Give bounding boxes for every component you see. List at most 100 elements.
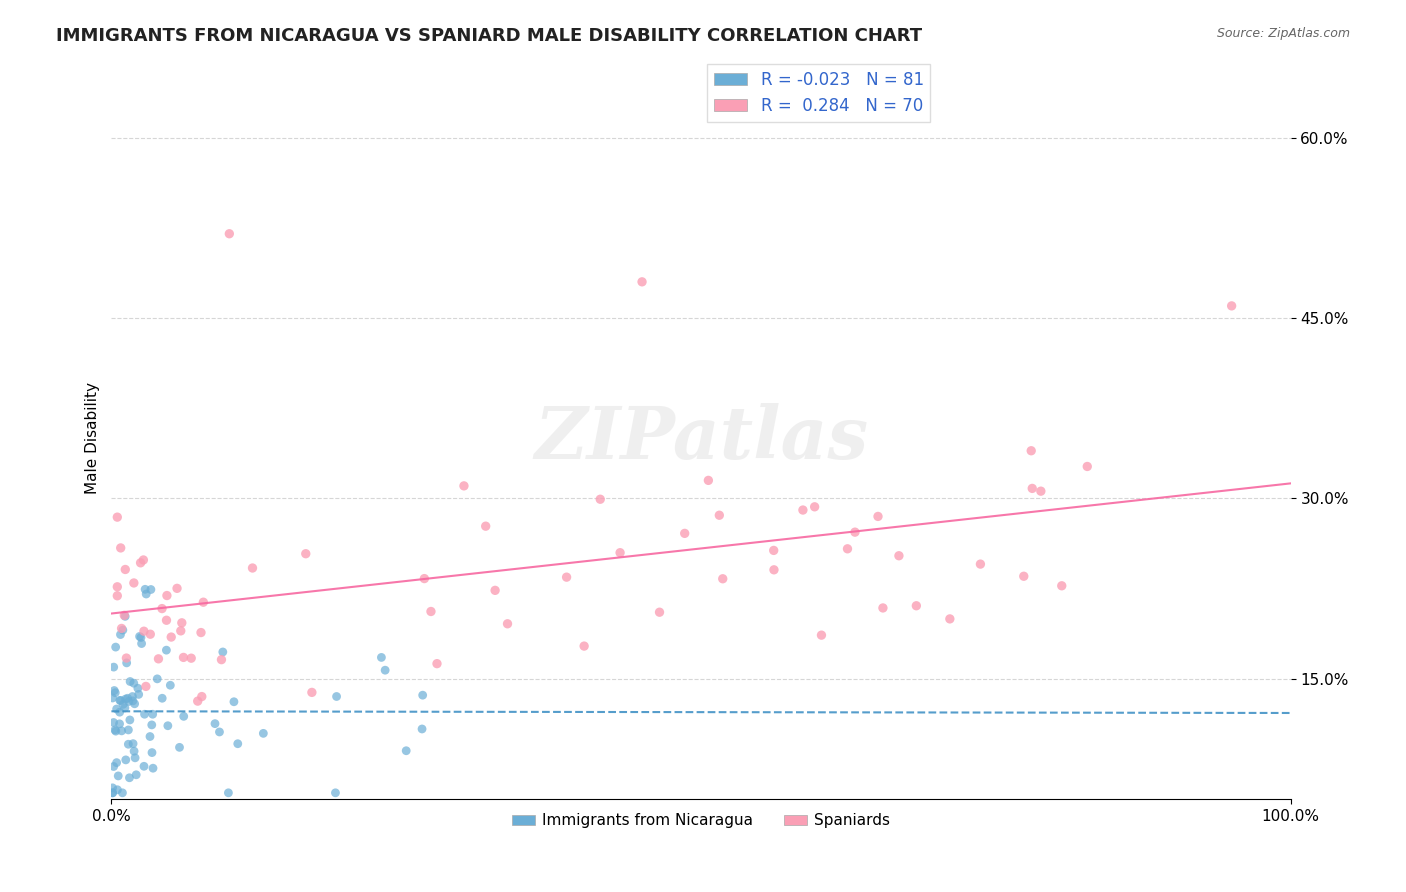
Point [555,570,578,584]
Point [155,643,177,657]
Point [609,546,631,560]
Point [111,723,134,738]
Point [110,627,132,641]
Point [105,756,128,770]
Point [134,582,156,597]
Point [141,746,163,760]
Point [141,718,163,732]
Legend: Immigrants from Nicaragua, Spaniards: Immigrants from Nicaragua, Spaniards [506,807,897,835]
Point [125,768,148,782]
Point [1220,299,1243,313]
Point [110,541,132,555]
Point [129,556,152,570]
Point [762,563,785,577]
Point [166,582,188,596]
Point [1029,484,1052,499]
Point [156,589,179,603]
Point [191,690,214,704]
Point [631,275,654,289]
Point [1050,579,1073,593]
Point [115,656,138,670]
Point [131,636,153,650]
Text: ZIPatlas: ZIPatlas [534,402,868,474]
Point [226,737,249,751]
Point [111,786,134,800]
Point [114,562,136,576]
Point [172,650,194,665]
Point [103,759,125,773]
Point [120,674,142,689]
Point [190,625,212,640]
Point [107,782,129,797]
Point [193,595,215,609]
Point [101,786,124,800]
Point [211,653,233,667]
Point [208,725,231,739]
Point [128,629,150,643]
Point [114,753,136,767]
Point [169,740,191,755]
Point [117,691,139,706]
Point [413,572,436,586]
Point [648,605,671,619]
Point [105,510,128,524]
Point [187,694,209,708]
Point [114,692,136,706]
Point [872,601,894,615]
Point [484,583,506,598]
Point [148,652,170,666]
Point [129,631,152,645]
Point [122,576,145,591]
Point [122,676,145,690]
Point [121,694,143,708]
Point [217,786,239,800]
Point [211,645,233,659]
Point [844,525,866,540]
Point [110,622,132,636]
Point [114,609,136,624]
Point [370,650,392,665]
Point [108,705,131,719]
Point [134,707,156,722]
Point [110,693,132,707]
Point [837,541,859,556]
Point [453,479,475,493]
Point [103,660,125,674]
Y-axis label: Male Disability: Male Disability [86,382,100,494]
Point [139,627,162,641]
Point [142,761,165,775]
Point [122,737,145,751]
Point [301,685,323,699]
Point [128,687,150,701]
Point [1019,443,1042,458]
Point [118,713,141,727]
Point [204,716,226,731]
Point [101,780,124,795]
Point [762,543,785,558]
Point [132,553,155,567]
Point [792,503,814,517]
Point [252,726,274,740]
Point [866,509,889,524]
Point [132,624,155,639]
Point [412,688,434,702]
Point [218,227,240,241]
Point [115,651,138,665]
Point [124,751,146,765]
Point [108,716,131,731]
Point [156,719,179,733]
Point [155,613,177,627]
Point [411,722,433,736]
Point [142,707,165,722]
Point [124,697,146,711]
Point [159,678,181,692]
Point [803,500,825,514]
Point [939,612,962,626]
Point [114,701,136,715]
Point [673,526,696,541]
Point [127,681,149,696]
Point [325,690,347,704]
Point [103,683,125,698]
Point [160,630,183,644]
Point [135,587,157,601]
